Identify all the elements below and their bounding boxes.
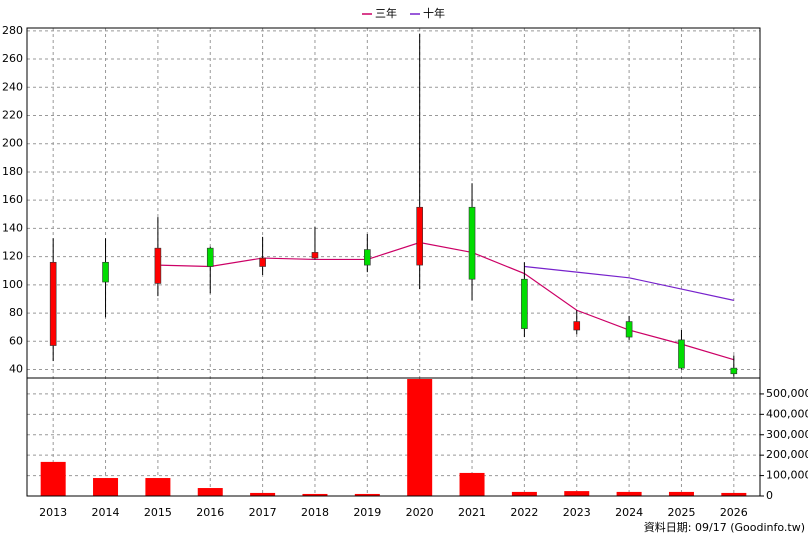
volume-bar — [407, 379, 433, 496]
candle-body — [311, 252, 319, 259]
legend-label: 三年 — [375, 6, 397, 20]
y-tick-label: 220 — [2, 109, 23, 122]
x-tick-label: 2026 — [720, 506, 748, 519]
volume-bar — [250, 492, 276, 496]
x-tick-label: 2022 — [510, 506, 538, 519]
y-tick-label: 80 — [9, 306, 23, 319]
line-series — [157, 241, 734, 361]
volume-bar — [302, 493, 328, 496]
volume-frame — [26, 377, 761, 497]
volume-bar — [354, 493, 380, 496]
y-tick-label: 120 — [2, 250, 23, 263]
footer: 資料日期: 09/17 (Goodinfo.tw) — [644, 520, 805, 534]
candle-body — [259, 257, 266, 267]
volume-bar — [564, 491, 590, 496]
candle-body — [49, 261, 57, 346]
y-tick-label: 240 — [2, 80, 23, 93]
y-tick-label: 100 — [2, 278, 23, 291]
candle-body — [468, 206, 476, 280]
volume-bar — [40, 461, 66, 496]
candle-body — [154, 247, 162, 284]
line-series — [524, 265, 734, 301]
y2-tick-label: 0 — [766, 489, 773, 502]
candle-body — [521, 278, 528, 329]
y-tick-label: 200 — [2, 137, 23, 150]
x-tick-label: 2025 — [667, 506, 695, 519]
volume-bar — [145, 478, 171, 496]
volume-bar — [197, 488, 223, 496]
y2-tick-label: 200,000 — [766, 448, 808, 461]
candle-body — [625, 321, 633, 338]
y2-tick-label: 300,000 — [766, 428, 808, 441]
y2-tick-label: 500,000 — [766, 387, 808, 400]
x-tick-label: 2021 — [458, 506, 486, 519]
volume-bar — [459, 472, 485, 496]
x-tick-label: 2015 — [144, 506, 172, 519]
x-tick-label: 2017 — [249, 506, 277, 519]
legend-label: 十年 — [423, 6, 445, 20]
volume-bar — [721, 492, 747, 496]
volume-bar — [668, 491, 694, 496]
y2-tick-label: 100,000 — [766, 469, 808, 482]
x-tick-label: 2016 — [196, 506, 224, 519]
x-tick-label: 2020 — [406, 506, 434, 519]
candle-body — [364, 249, 371, 266]
candle-body — [573, 321, 581, 331]
volume-bar — [616, 491, 642, 496]
y-tick-label: 280 — [2, 24, 23, 37]
candle-body — [730, 367, 738, 375]
x-tick-label: 2013 — [39, 506, 67, 519]
y-tick-label: 140 — [2, 221, 23, 234]
candle-body — [416, 206, 423, 266]
x-tick-label: 2024 — [615, 506, 643, 519]
x-tick-label: 2023 — [563, 506, 591, 519]
candle-body — [678, 339, 685, 369]
y-tick-label: 260 — [2, 52, 23, 65]
y-tick-label: 40 — [9, 363, 23, 376]
y2-tick-label: 400,000 — [766, 407, 808, 420]
y-tick-label: 160 — [2, 193, 23, 206]
y-tick-label: 180 — [2, 165, 23, 178]
candle-body — [102, 261, 109, 283]
x-tick-label: 2014 — [92, 506, 120, 519]
volume-bar — [93, 478, 119, 496]
candle-body — [206, 247, 214, 267]
x-tick-label: 2018 — [301, 506, 329, 519]
x-tick-label: 2019 — [353, 506, 381, 519]
y-tick-label: 60 — [9, 334, 23, 347]
volume-bar — [511, 491, 537, 496]
